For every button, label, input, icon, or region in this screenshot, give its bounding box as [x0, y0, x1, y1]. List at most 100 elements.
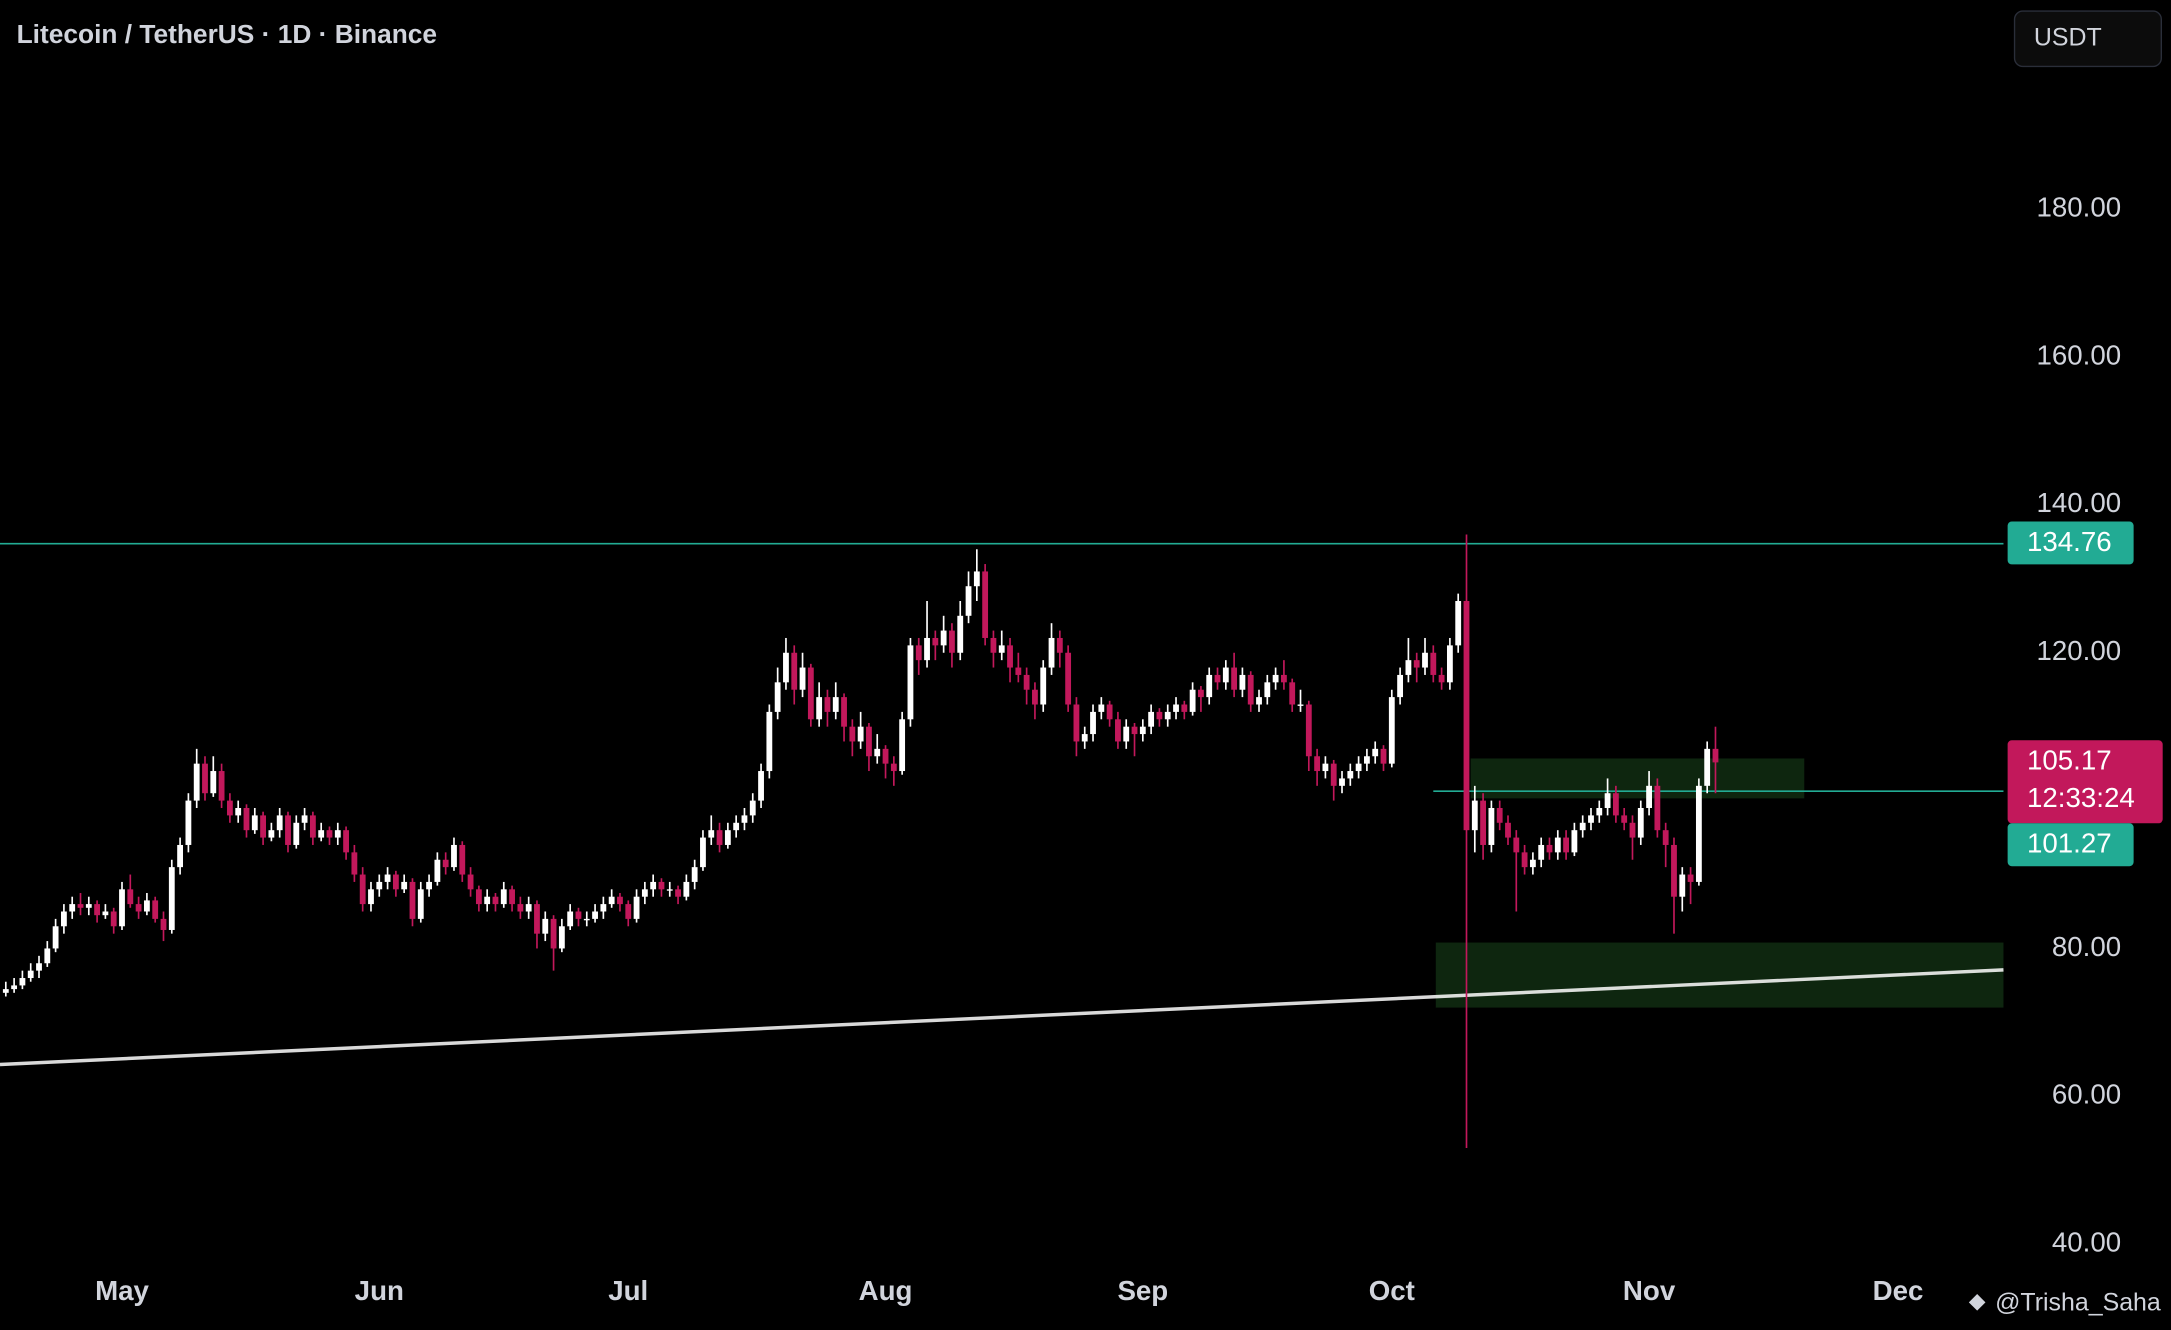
candle-body — [85, 904, 92, 908]
candle-body — [816, 697, 823, 720]
candle-body — [1712, 748, 1719, 763]
symbol-title: Litecoin / TetherUS · 1D · Binance — [17, 19, 437, 49]
candle-body — [691, 867, 698, 882]
candle-body — [301, 815, 308, 823]
candle-body — [700, 837, 706, 868]
candle-body — [218, 771, 225, 801]
candle-body — [1488, 808, 1495, 845]
currency-button[interactable]: USDT — [2013, 10, 2163, 68]
candle-body — [1065, 652, 1072, 705]
candle-body — [1637, 808, 1644, 838]
candle-body — [1405, 660, 1412, 675]
candle-body — [683, 881, 690, 897]
candle-body — [583, 918, 590, 921]
candle-body — [949, 630, 955, 653]
candle-body — [1297, 704, 1304, 706]
candle-body — [1480, 800, 1487, 845]
candle-body — [1446, 645, 1453, 683]
candle-body — [143, 900, 150, 912]
candle-body — [1289, 682, 1296, 705]
candle-body — [1471, 800, 1478, 831]
candle-body — [1264, 682, 1271, 698]
candle-body — [1596, 808, 1603, 816]
candle-body — [1363, 756, 1370, 764]
candle-body — [152, 900, 159, 919]
candle-body — [899, 719, 906, 772]
x-tick-label: Oct — [1369, 1275, 1415, 1306]
candle-body — [1621, 815, 1628, 823]
candle-body — [658, 881, 665, 890]
candle-body — [384, 874, 391, 882]
candle-body — [160, 918, 167, 930]
candle-body — [1231, 667, 1238, 690]
candle-body — [1579, 822, 1586, 831]
current-price-box — [2007, 740, 2163, 824]
candle-body — [1422, 652, 1428, 668]
currency-button-frame[interactable] — [2013, 10, 2163, 68]
price-line-box — [2007, 521, 2134, 565]
x-tick-label: May — [95, 1275, 149, 1306]
candle-body — [202, 763, 208, 794]
candle-body — [625, 904, 632, 919]
currency-label[interactable]: USDT — [2034, 23, 2102, 51]
x-tick-label: Dec — [1873, 1275, 1924, 1306]
candle-body — [1164, 711, 1171, 720]
candle-body — [791, 652, 798, 690]
candle-body — [982, 571, 989, 638]
candle-body — [542, 918, 549, 934]
candle-body — [907, 645, 914, 720]
candle-body — [650, 881, 657, 890]
candle-body — [36, 963, 42, 971]
watermark: @Trisha_Saha — [1968, 1288, 2161, 1316]
current-price-label: 105.17 — [2027, 745, 2112, 776]
candle-body — [392, 874, 399, 890]
candle-body — [641, 889, 648, 897]
candle-body — [1413, 660, 1420, 668]
y-tick-label: 60.00 — [2052, 1079, 2121, 1110]
candle-body — [1123, 726, 1130, 742]
candle-body — [409, 881, 416, 919]
candle-body — [749, 800, 756, 816]
candle-body — [168, 867, 175, 930]
candle-body — [119, 889, 125, 927]
candle-body — [1505, 822, 1511, 838]
candle-body — [998, 645, 1005, 653]
candle-body — [318, 830, 325, 838]
price-line-label: 101.27 — [2027, 828, 2112, 859]
countdown: 12:33:24 — [2027, 782, 2135, 813]
y-tick-label: 180.00 — [2036, 192, 2121, 223]
x-tick-label: Jun — [355, 1275, 404, 1306]
candle-body — [666, 889, 673, 891]
candle-body — [475, 889, 482, 905]
candle-body — [1679, 874, 1686, 897]
candle-body — [708, 830, 715, 838]
candle-body — [110, 911, 117, 927]
candle-body — [326, 830, 333, 838]
candle-body — [260, 815, 266, 838]
candle-body — [52, 926, 59, 949]
candle-body — [799, 667, 806, 690]
candle-body — [1073, 704, 1080, 742]
candle-body — [60, 911, 67, 927]
candle-body — [534, 904, 540, 934]
candle-body — [1056, 637, 1063, 653]
y-tick-label: 140.00 — [2036, 487, 2121, 518]
candle-body — [1305, 704, 1312, 757]
candle-body — [376, 881, 383, 890]
candle-body — [417, 889, 424, 919]
candle-body — [1671, 844, 1677, 897]
candle-body — [1704, 748, 1711, 786]
candle-body — [44, 948, 51, 964]
candle-body — [368, 889, 374, 905]
candle-body — [716, 830, 723, 845]
candle-body — [1173, 704, 1179, 712]
candle-body — [343, 830, 349, 853]
candle-body — [1181, 704, 1188, 712]
candle-body — [1662, 830, 1669, 845]
candle-body — [675, 889, 681, 897]
candle-body — [965, 586, 972, 616]
candle-body — [1521, 852, 1528, 868]
candle-body — [276, 815, 283, 831]
candle-body — [1430, 652, 1437, 675]
